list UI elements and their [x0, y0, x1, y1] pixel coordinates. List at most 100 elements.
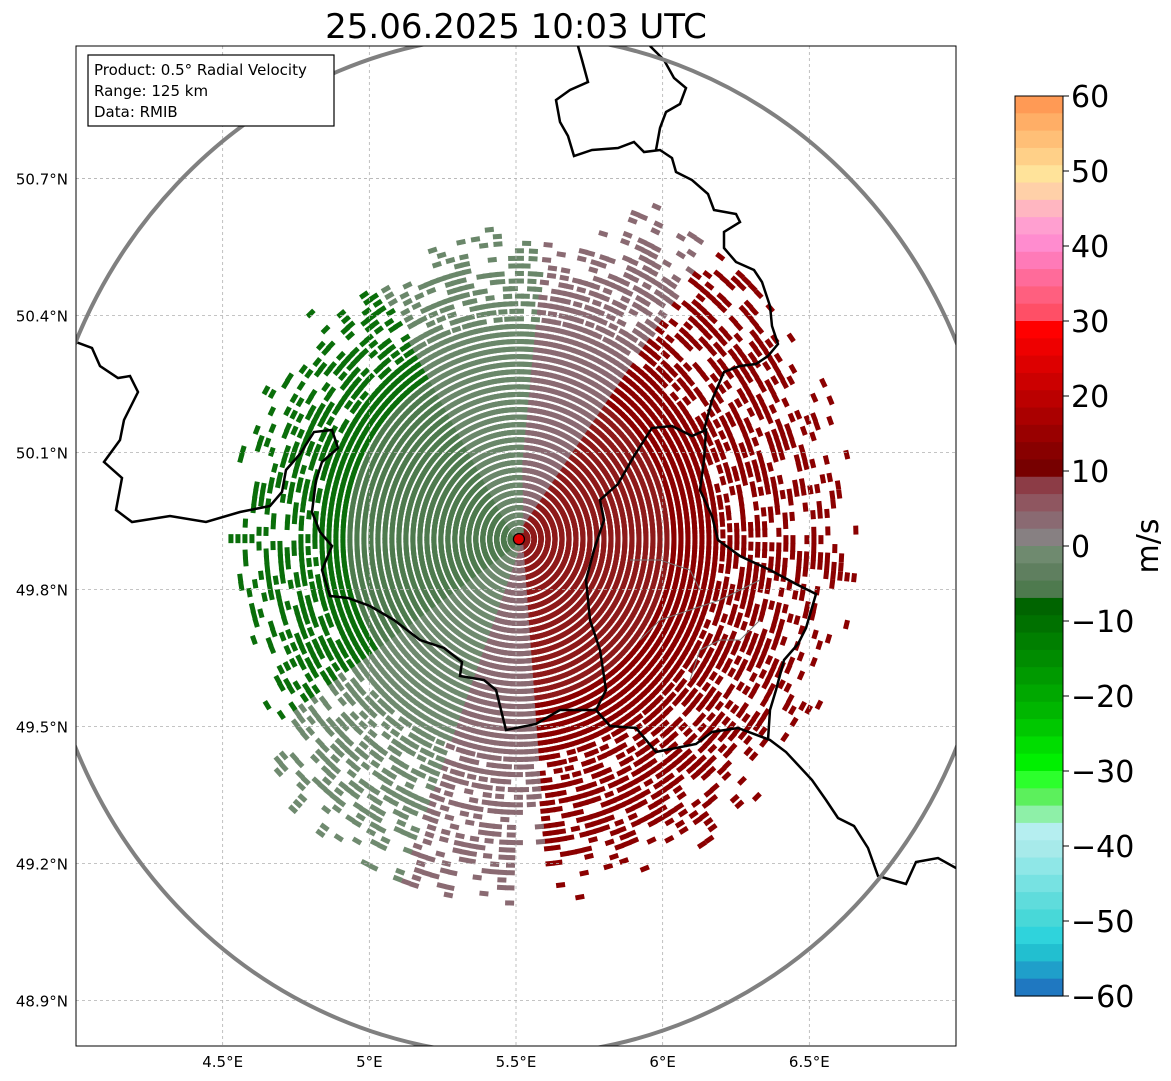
- velocity-bin: [749, 329, 759, 340]
- velocity-bin: [614, 309, 625, 318]
- velocity-bin: [498, 847, 508, 853]
- velocity-bin: [705, 292, 716, 303]
- velocity-bin: [722, 297, 733, 308]
- velocity-bin: [634, 244, 645, 253]
- velocity-bin: [811, 535, 817, 545]
- velocity-bin: [655, 299, 667, 309]
- velocity-bin: [844, 572, 851, 582]
- velocity-bin: [534, 271, 544, 278]
- velocity-bin: [749, 306, 759, 317]
- velocity-bin: [782, 519, 789, 530]
- velocity-bin: [734, 541, 740, 551]
- velocity-bin: [741, 276, 752, 286]
- velocity-bin: [683, 321, 694, 331]
- velocity-bin: [514, 263, 524, 269]
- velocity-bin: [651, 244, 662, 254]
- velocity-bin: [630, 209, 641, 218]
- velocity-bin: [542, 830, 552, 837]
- velocity-bin: [685, 376, 696, 387]
- velocity-bin: [561, 298, 572, 305]
- velocity-bin: [682, 362, 693, 373]
- velocity-bin: [543, 845, 554, 852]
- velocity-bin: [541, 256, 552, 263]
- velocity-bin: [487, 807, 497, 814]
- velocity-bin: [590, 282, 601, 291]
- velocity-bin: [640, 298, 652, 308]
- velocity-bin: [526, 801, 536, 808]
- velocity-bin: [770, 375, 780, 386]
- velocity-bin: [574, 317, 585, 325]
- velocity-bin: [539, 800, 549, 807]
- velocity-bin: [482, 852, 493, 859]
- velocity-bin: [605, 329, 616, 338]
- velocity-bin: [683, 341, 694, 352]
- velocity-bin: [514, 278, 524, 284]
- velocity-bin: [728, 315, 739, 326]
- velocity-bin: [725, 511, 732, 521]
- velocity-bin: [707, 346, 718, 357]
- velocity-bin: [781, 397, 790, 408]
- velocity-bin: [707, 314, 718, 325]
- velocity-bin: [754, 548, 761, 558]
- velocity-bin: [650, 227, 661, 236]
- velocity-bin: [717, 383, 727, 395]
- velocity-bin: [657, 309, 668, 319]
- velocity-bin: [762, 528, 768, 538]
- velocity-bin: [497, 877, 507, 883]
- velocity-bin: [654, 325, 665, 336]
- velocity-bin: [658, 378, 669, 389]
- velocity-bin: [693, 341, 704, 352]
- velocity-bin: [526, 794, 536, 800]
- velocity-bin: [580, 295, 591, 303]
- velocity-bin: [810, 551, 817, 561]
- velocity-bin: [719, 275, 730, 285]
- velocity-bin: [520, 293, 530, 299]
- velocity-bin: [669, 391, 680, 402]
- velocity-bin: [713, 269, 724, 280]
- velocity-bin: [803, 551, 810, 561]
- velocity-bin: [526, 301, 536, 307]
- velocity-bin: [506, 824, 517, 831]
- velocity-bin: [717, 347, 728, 358]
- velocity-bin: [664, 334, 675, 344]
- velocity-bin: [740, 522, 747, 532]
- velocity-bin: [776, 371, 786, 382]
- velocity-bin: [790, 535, 796, 545]
- velocity-bin: [620, 347, 632, 357]
- velocity-bin: [576, 255, 587, 263]
- velocity-bin: [712, 403, 722, 414]
- velocity-bin: [730, 275, 741, 286]
- velocity-bin: [754, 335, 764, 347]
- velocity-bin: [513, 794, 523, 800]
- velocity-bin: [733, 321, 744, 332]
- velocity-bin: [736, 281, 747, 292]
- velocity-bin: [811, 543, 817, 553]
- velocity-bin: [769, 542, 775, 552]
- velocity-bin: [762, 360, 772, 372]
- velocity-bin: [811, 526, 817, 536]
- velocity-bin: [786, 375, 796, 386]
- velocity-bin: [695, 292, 706, 303]
- velocity-bin: [535, 838, 546, 845]
- velocity-bin: [723, 379, 733, 390]
- velocity-bin: [513, 764, 523, 770]
- velocity-bin: [628, 308, 639, 317]
- velocity-bin: [824, 508, 830, 519]
- map-content: [76, 46, 956, 1046]
- velocity-bin: [761, 548, 768, 559]
- velocity-bin: [720, 529, 726, 539]
- velocity-bin: [853, 525, 859, 535]
- velocity-bin: [699, 287, 711, 297]
- velocity-bin: [816, 500, 823, 511]
- velocity-bin: [536, 309, 547, 316]
- velocity-bin: [851, 572, 857, 583]
- velocity-bin: [709, 427, 718, 438]
- velocity-bin: [717, 303, 728, 314]
- velocity-bin: [719, 552, 726, 562]
- velocity-bin: [668, 368, 679, 378]
- velocity-bin: [718, 336, 728, 347]
- velocity-bin: [543, 241, 553, 248]
- velocity-bin: [560, 267, 571, 274]
- velocity-bin: [671, 382, 681, 393]
- chart-title: 25.06.2025 10:03 UTC: [325, 7, 707, 47]
